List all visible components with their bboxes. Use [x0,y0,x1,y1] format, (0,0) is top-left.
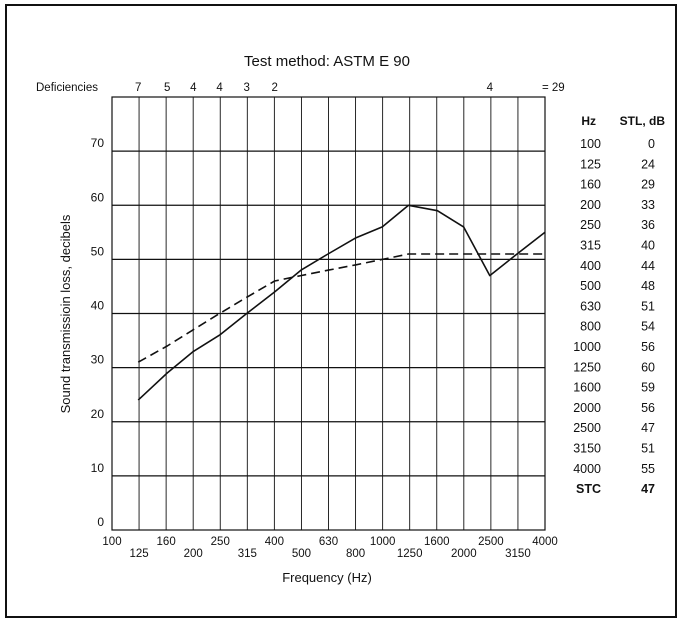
x-tick-label: 800 [346,548,365,560]
table-header-hz: Hz [581,114,596,128]
table-cell-hz: 160 [580,178,601,192]
x-tick-label: 100 [102,536,121,548]
measured-stl-line [137,204,546,401]
table-cell-stl: 33 [641,198,655,212]
x-tick-label: 3150 [505,548,531,560]
y-tick-label: 20 [91,407,105,421]
x-tick-label: 1250 [397,548,423,560]
table-cell-stl: 59 [641,381,655,395]
reference-contour-line [137,253,545,363]
table-cell-hz: 1250 [573,360,601,374]
deficiencies-total: = 29 [542,82,565,94]
x-axis-label: Frequency (Hz) [282,570,372,585]
table-cell-stl: 0 [648,137,655,151]
table-cell-stl: 56 [641,340,655,354]
table-cell-hz: 2500 [573,421,601,435]
table-cell-stl: 36 [641,218,655,232]
x-tick-label: 200 [184,548,203,560]
deficiency-value: 4 [487,82,494,94]
table-cell-stl: 51 [641,442,655,456]
stc-label: STC [576,482,601,496]
table-cell-hz: 250 [580,218,601,232]
table-cell-hz: 200 [580,198,601,212]
table-cell-stl: 44 [641,259,655,273]
x-tick-label: 315 [238,548,257,560]
x-tick-label: 250 [211,536,230,548]
y-axis-label: Sound transmissioin loss, decibels [58,214,73,413]
table-cell-stl: 40 [641,239,655,253]
y-tick-label: 60 [91,190,105,204]
y-tick-label: 70 [91,136,105,150]
y-tick-label: 40 [91,299,105,313]
table-cell-stl: 56 [641,401,655,415]
table-cell-hz: 125 [580,157,601,171]
x-tick-label: 1600 [424,536,450,548]
deficiency-value: 3 [243,82,249,94]
y-tick-label: 0 [97,515,104,529]
deficiency-value: 4 [216,82,223,94]
x-tick-label: 400 [265,536,284,548]
deficiency-value: 7 [135,82,141,94]
table-cell-hz: 2000 [573,401,601,415]
x-tick-label: 630 [319,536,338,548]
table-header-stl: STL, dB [620,114,666,128]
table-cell-stl: 55 [641,462,655,476]
table-cell-hz: 1000 [573,340,601,354]
deficiency-value: 5 [164,82,170,94]
table-cell-hz: 630 [580,299,601,313]
x-tick-label: 1000 [370,536,396,548]
table-cell-stl: 48 [641,279,655,293]
stc-value: 47 [641,482,655,496]
table-cell-stl: 60 [641,360,655,374]
table-cell-hz: 800 [580,320,601,334]
y-tick-label: 50 [91,244,105,258]
deficiencies-label: Deficiencies [36,82,98,94]
x-tick-label: 4000 [532,536,558,548]
x-tick-label: 2000 [451,548,477,560]
x-tick-label: 125 [129,548,148,560]
deficiency-value: 2 [272,82,278,94]
y-tick-label: 30 [91,353,105,367]
table-cell-hz: 400 [580,259,601,273]
table-cell-hz: 315 [580,239,601,253]
table-cell-stl: 47 [641,421,655,435]
x-tick-label: 500 [292,548,311,560]
chart-title: Test method: ASTM E 90 [244,53,410,70]
table-cell-stl: 51 [641,299,655,313]
table-cell-hz: 1600 [573,381,601,395]
x-tick-label: 2500 [478,536,504,548]
x-tick-label: 160 [157,536,176,548]
table-cell-hz: 100 [580,137,601,151]
table-cell-hz: 500 [580,279,601,293]
table-cell-hz: 3150 [573,442,601,456]
deficiency-value: 4 [190,82,197,94]
chart-frame [5,4,677,618]
table-cell-stl: 29 [641,178,655,192]
y-tick-label: 10 [91,461,105,475]
table-cell-hz: 4000 [573,462,601,476]
table-cell-stl: 24 [641,157,655,171]
table-cell-stl: 54 [641,320,655,334]
